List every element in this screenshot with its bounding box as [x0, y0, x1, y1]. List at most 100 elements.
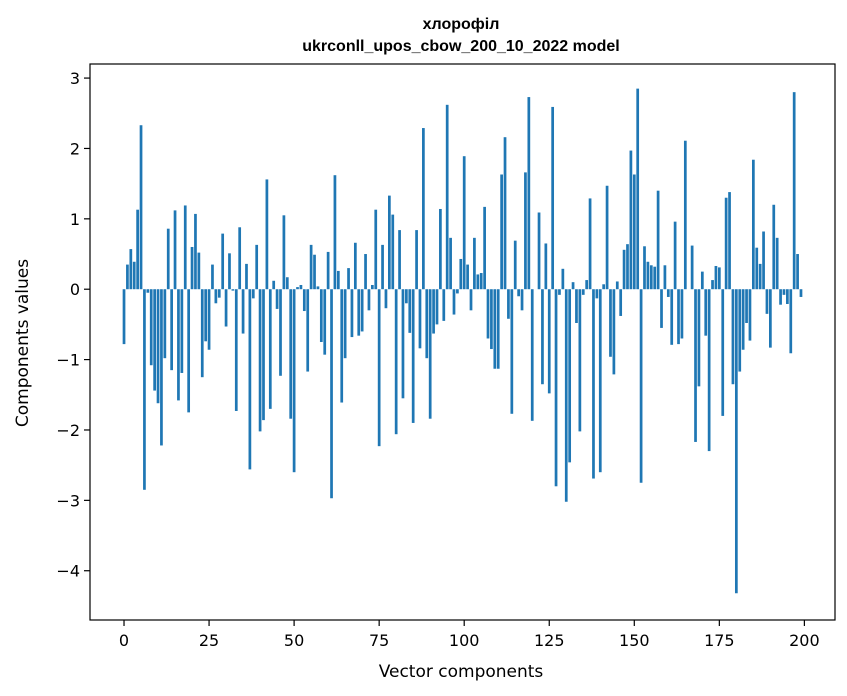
- bar: [449, 237, 452, 290]
- bar: [517, 289, 520, 297]
- bar: [262, 289, 265, 421]
- bar: [496, 289, 500, 369]
- bar: [326, 251, 330, 290]
- bar: [255, 244, 259, 290]
- bar: [129, 249, 133, 290]
- bar: [626, 244, 629, 290]
- x-tick-label: 75: [369, 631, 389, 650]
- bar: [194, 213, 197, 290]
- bar: [456, 289, 459, 294]
- bar: [234, 289, 238, 411]
- bar: [330, 289, 333, 499]
- y-axis-ticks: −4 −3 −2 −1 0 1 2 3: [56, 69, 90, 581]
- bar: [473, 237, 476, 290]
- bar: [629, 150, 633, 290]
- bar: [391, 214, 395, 290]
- bar: [775, 237, 779, 290]
- bar: [122, 289, 126, 345]
- bar: [751, 159, 755, 290]
- bar: [214, 289, 218, 304]
- bar: [632, 174, 636, 290]
- bar: [646, 261, 650, 290]
- bar: [486, 289, 490, 339]
- bar: [639, 289, 643, 483]
- bar: [160, 289, 163, 446]
- chart-title: хлорофіл: [423, 16, 500, 33]
- bar: [673, 221, 677, 290]
- bar: [581, 289, 585, 295]
- bar: [306, 289, 310, 372]
- bar: [520, 289, 524, 311]
- bar: [459, 258, 463, 290]
- bar: [251, 289, 255, 299]
- bar: [187, 289, 191, 413]
- y-tick-label: 0: [70, 280, 80, 299]
- bar: [779, 289, 782, 305]
- bar: [666, 289, 670, 297]
- bar: [272, 280, 276, 290]
- bar: [622, 249, 626, 290]
- bar: [364, 254, 367, 290]
- bar: [200, 289, 204, 378]
- y-tick-label: 3: [70, 69, 80, 88]
- bar: [177, 289, 180, 401]
- bar: [595, 289, 599, 299]
- bar: [316, 286, 320, 290]
- bar: [755, 247, 759, 290]
- x-tick-label: 25: [199, 631, 219, 650]
- bar: [153, 289, 156, 391]
- x-tick-label: 150: [619, 631, 650, 650]
- bar: [156, 289, 160, 404]
- bar: [319, 289, 323, 342]
- bar: [258, 289, 262, 432]
- bar: [132, 261, 136, 290]
- bar: [183, 205, 187, 290]
- bar: [333, 175, 337, 290]
- bar: [782, 289, 786, 295]
- bar: [224, 289, 228, 327]
- bar: [510, 289, 514, 414]
- x-tick-label: 100: [449, 631, 480, 650]
- bar: [401, 289, 405, 399]
- bar: [347, 268, 350, 290]
- bar: [571, 282, 575, 290]
- bar: [772, 204, 776, 290]
- bar: [381, 244, 384, 290]
- bar: [700, 271, 704, 290]
- bar: [615, 281, 619, 290]
- bar: [734, 289, 738, 594]
- bar: [136, 209, 139, 290]
- bar: [786, 289, 789, 304]
- bar: [282, 215, 286, 290]
- y-tick-label: −4: [56, 562, 80, 581]
- x-tick-label: 125: [534, 631, 565, 650]
- bar: [537, 212, 541, 290]
- bar: [745, 289, 748, 323]
- bar: [398, 230, 401, 290]
- bar: [762, 231, 765, 290]
- bar: [442, 289, 446, 321]
- bar: [609, 289, 612, 357]
- bar: [697, 289, 701, 387]
- y-tick-label: 2: [70, 139, 80, 158]
- bar: [792, 92, 796, 290]
- bar: [180, 289, 184, 373]
- bar: [670, 289, 674, 345]
- bar: [268, 289, 272, 409]
- y-tick-label: −2: [56, 421, 80, 440]
- bar: [636, 88, 640, 290]
- bar: [377, 289, 381, 447]
- bar: [323, 289, 327, 355]
- bar: [680, 289, 684, 339]
- bar: [439, 208, 442, 290]
- bar: [163, 289, 167, 359]
- bar: [265, 179, 269, 290]
- bar: [598, 289, 602, 473]
- bar: [418, 289, 422, 349]
- bar: [544, 243, 548, 290]
- bar: [643, 246, 646, 290]
- bar: [238, 227, 242, 290]
- bar: [653, 266, 657, 290]
- bar: [592, 289, 595, 479]
- bar: [170, 289, 174, 371]
